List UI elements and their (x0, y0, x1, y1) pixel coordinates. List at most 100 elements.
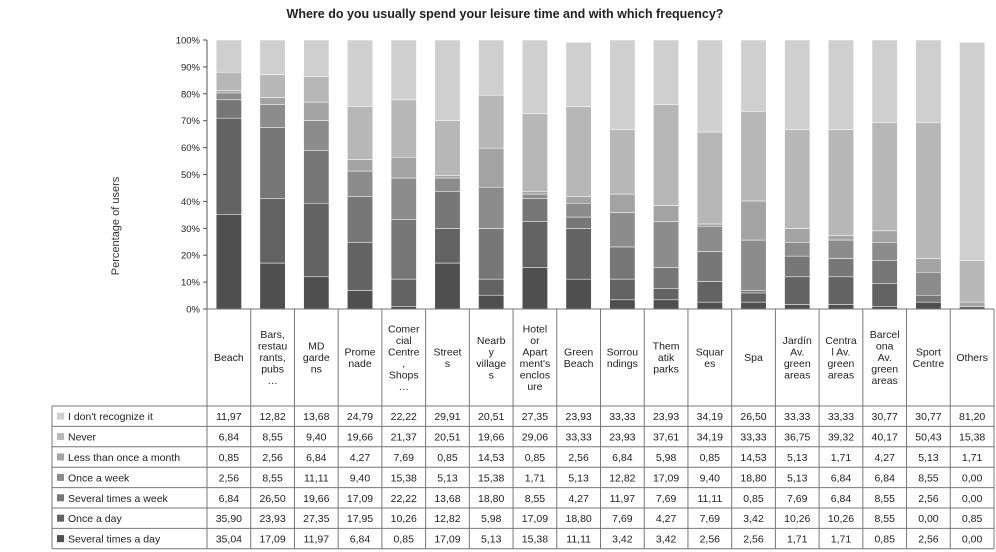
category-label: Shops (389, 369, 419, 381)
bar-segment (696, 131, 723, 225)
table-cell-value: 22,22 (391, 411, 417, 423)
bar-segment (740, 292, 767, 303)
table-cell-value: 34,19 (697, 432, 723, 444)
table-cell-value: 23,93 (609, 432, 635, 444)
y-tick-label: 30% (181, 224, 201, 235)
bar-segment (215, 99, 242, 119)
table-cell-value: 15,38 (478, 472, 504, 484)
table-cell-value: 11,97 (610, 493, 636, 505)
table-cell-value: 0,00 (962, 493, 983, 505)
table-cell-value: 5,13 (918, 452, 939, 464)
bar-segment (347, 39, 373, 107)
table-cell-value: 12,82 (434, 513, 460, 525)
table-cell-value: 12,82 (259, 411, 285, 423)
bar-segment (915, 39, 942, 124)
table-cell-value: 36,75 (784, 432, 810, 444)
table-cell-value: 12,82 (609, 472, 635, 484)
table-cell-value: 0,85 (962, 513, 983, 525)
bar-segment (696, 39, 723, 133)
table-cell-value: 4,27 (874, 452, 895, 464)
table-cell-value: 1,71 (831, 452, 852, 464)
table-cell-value: 0,85 (525, 452, 546, 464)
bar-segment (915, 294, 942, 303)
bar-segment (609, 193, 636, 213)
category-label: cial (396, 335, 412, 347)
category-label: Centre (388, 346, 420, 358)
table-cell-value: 2,56 (918, 534, 939, 546)
bar-segment (915, 271, 942, 296)
table-cell-value: 8,55 (874, 493, 895, 505)
legend-swatch (57, 494, 64, 502)
bar-segment (347, 170, 373, 197)
legend-label: I don't recognize it (68, 411, 153, 423)
table-cell-value: 21,37 (391, 432, 417, 444)
table-cell-value: 33,33 (609, 411, 635, 423)
table-cell-value: 2,56 (262, 452, 283, 464)
y-tick-label: 60% (181, 143, 201, 154)
bar-segment (871, 122, 898, 232)
bar-segment (390, 157, 417, 179)
bar-segment (915, 122, 942, 259)
table-cell-value: 10,26 (391, 513, 417, 525)
bar-segment (609, 246, 636, 280)
category-label: ment's (520, 358, 551, 370)
bar-segment (740, 39, 767, 112)
bar-segment (565, 216, 592, 229)
table-cell-value: 40,17 (872, 432, 898, 444)
table-cell-value: 1,71 (962, 452, 983, 464)
category-label: y (489, 346, 495, 358)
y-tick-label: 80% (181, 89, 201, 100)
table-cell-value: 6,84 (612, 452, 633, 464)
table-cell-value: 5,13 (787, 472, 808, 484)
category-label: rants, (259, 352, 285, 364)
legend-label: Several times a day (68, 534, 161, 546)
table-cell-value: 29,06 (522, 432, 548, 444)
bar-segment (347, 290, 373, 310)
category-label: MD (308, 341, 325, 353)
bar-segment (434, 120, 461, 176)
table-cell-value: 7,69 (787, 493, 808, 505)
table-cell-value: 6,84 (831, 493, 852, 505)
table-cell-value: 23,93 (259, 513, 285, 525)
bar-segment (653, 267, 680, 289)
table-cell-value: 13,68 (303, 411, 329, 423)
legend-label: Once a week (68, 472, 130, 484)
bar-segment (871, 260, 898, 284)
legend-swatch (57, 433, 64, 441)
bar-segment (521, 113, 548, 193)
chart-title: Where do you usually spend your leisure … (287, 7, 724, 21)
table-cell-value: 5,13 (568, 472, 589, 484)
table-cell-value: 7,69 (656, 493, 677, 505)
bar-segment (696, 301, 723, 310)
bar-segment (303, 120, 330, 151)
table-cell-value: 0,85 (743, 493, 764, 505)
table-cell-value: 17,09 (434, 534, 460, 546)
bar-segment (215, 214, 242, 310)
table-cell-value: 9,40 (306, 432, 327, 444)
category-label: areas (828, 369, 854, 381)
bar-segment (259, 104, 286, 128)
bar-segment (828, 239, 854, 259)
table-cell-value: 14,53 (740, 452, 766, 464)
bar-segment (478, 94, 505, 149)
category-label: Beach (564, 358, 594, 370)
table-cell-value: 19,66 (347, 432, 373, 444)
category-label: green (784, 358, 811, 370)
table-cell-value: 17,09 (522, 513, 548, 525)
category-label: Centre (913, 358, 945, 370)
bar-segment (259, 127, 286, 199)
table-cell-value: 35,04 (216, 534, 242, 546)
legend-label: Less than once a month (68, 452, 180, 464)
table-cell-value: 2,56 (743, 534, 764, 546)
bar-segment (390, 278, 417, 307)
table-cell-value: 7,69 (394, 452, 415, 464)
category-label: enclos (520, 369, 550, 381)
bar-segment (653, 221, 680, 268)
category-label: Others (956, 352, 988, 364)
table-cell-value: 0,85 (874, 534, 895, 546)
category-label: Apart (522, 346, 547, 358)
table-cell-value: 3,42 (656, 534, 677, 546)
bar-segment (609, 212, 636, 248)
bar-segment (390, 99, 417, 158)
bar-segment (871, 230, 898, 243)
